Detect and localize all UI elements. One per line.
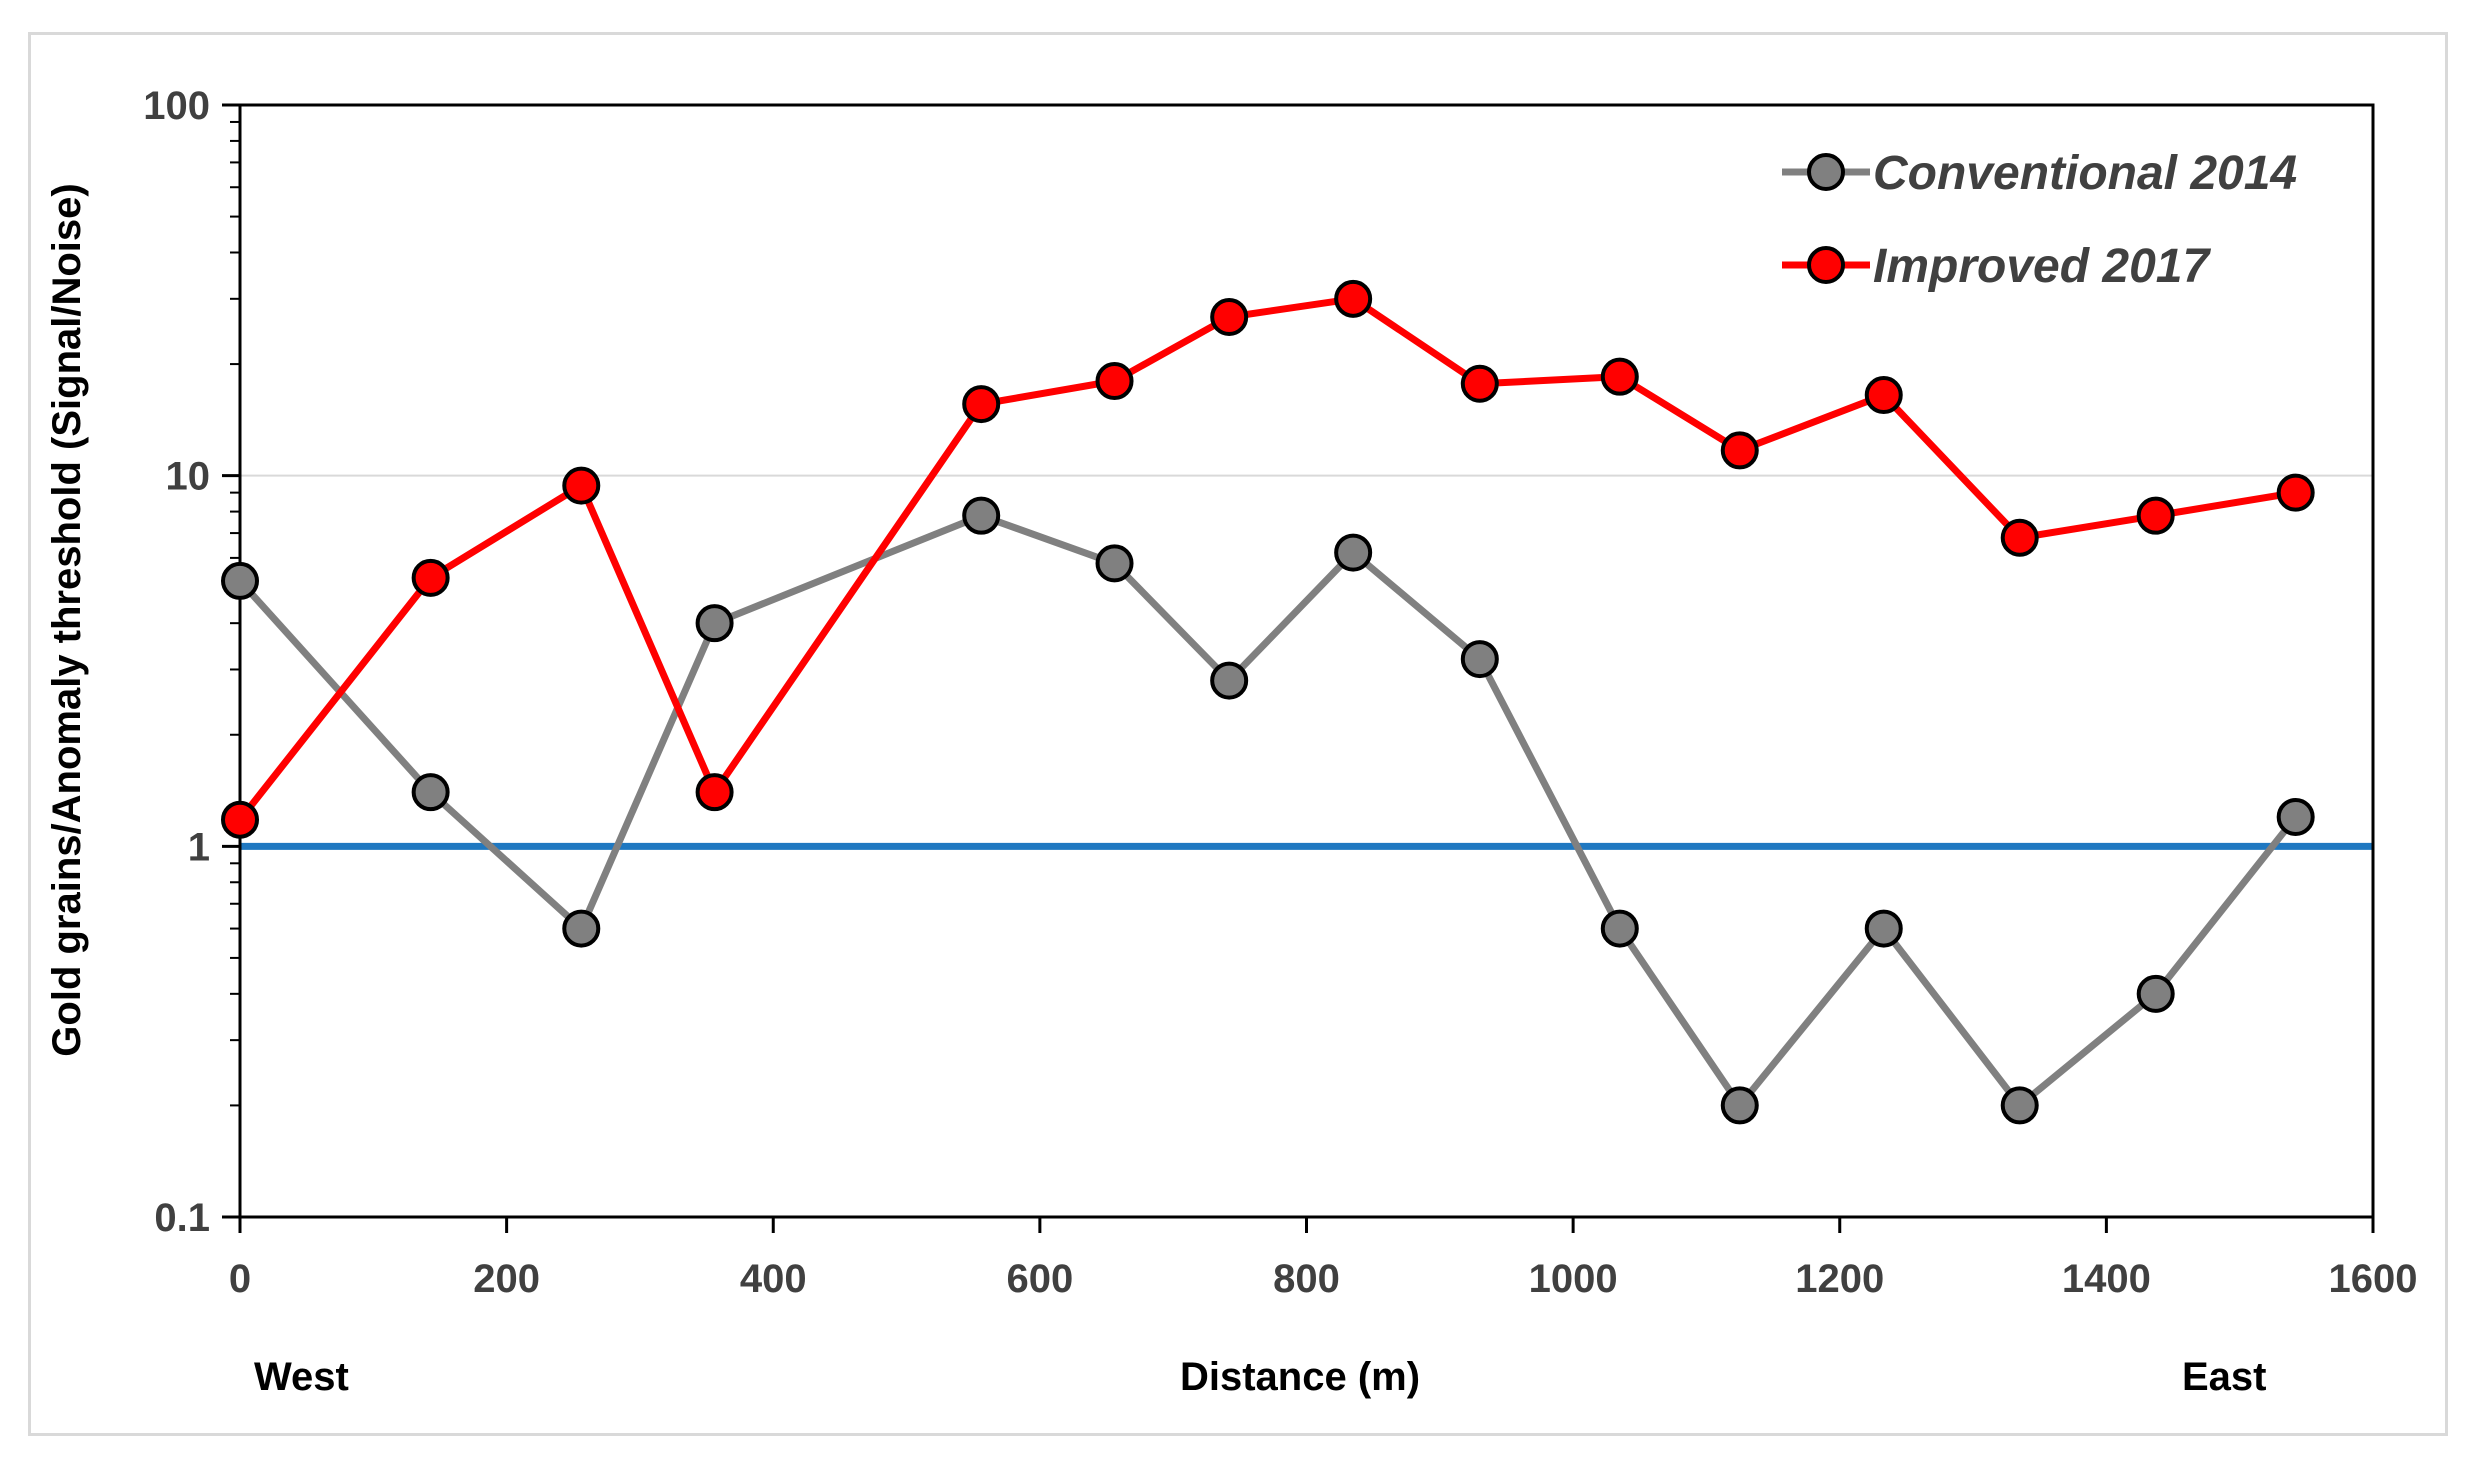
legend: Conventional 2014 Improved 2017	[1782, 147, 2297, 293]
x-tick-label: 1200	[1795, 1257, 1884, 1301]
data-point-conventional-2014	[221, 561, 259, 600]
data-point-conventional-2014	[562, 909, 601, 948]
series-points-conventional-2014	[221, 496, 2315, 1125]
x-tick-label: 200	[473, 1257, 540, 1301]
data-point-improved-2017	[221, 800, 259, 839]
data-point-conventional-2014	[2000, 1086, 2039, 1125]
data-point-conventional-2014	[1460, 640, 1499, 679]
series-improved-2017	[237, 295, 2297, 822]
y-tick-label: 0.1	[154, 1196, 210, 1240]
data-point-conventional-2014	[411, 773, 450, 812]
data-point-improved-2017	[962, 385, 1001, 424]
data-point-improved-2017	[1720, 431, 1759, 470]
data-point-improved-2017	[2136, 496, 2175, 535]
data-point-conventional-2014	[1720, 1086, 1759, 1125]
data-point-conventional-2014	[695, 604, 734, 643]
x-tick-label: 400	[740, 1257, 807, 1301]
y-tick-label: 100	[143, 84, 210, 128]
x-tick-label: 600	[1007, 1257, 1074, 1301]
y-tick-label: 10	[166, 455, 211, 499]
series-conventional-2014	[237, 512, 2299, 1109]
data-point-conventional-2014	[2276, 797, 2315, 836]
data-point-conventional-2014	[1210, 661, 1249, 700]
data-point-conventional-2014	[1095, 544, 1134, 583]
series-points-improved-2017	[221, 279, 2315, 839]
data-point-improved-2017	[2276, 473, 2315, 512]
data-point-improved-2017	[1095, 362, 1134, 401]
x-axis-title: Distance (m)	[1180, 1355, 1420, 1399]
data-point-improved-2017	[1460, 364, 1499, 403]
legend-label-improved: Improved 2017	[1873, 240, 2211, 293]
y-axis-title: Gold grains/Anomaly threshold (Signal/No…	[45, 183, 89, 1056]
data-point-improved-2017	[1864, 376, 1903, 415]
data-point-improved-2017	[2000, 518, 2039, 557]
data-point-improved-2017	[1334, 279, 1373, 318]
legend-entry-conventional: Conventional 2014	[1782, 147, 2297, 200]
data-point-conventional-2014	[1864, 909, 1903, 948]
west-label: West	[254, 1355, 349, 1399]
series-layer	[221, 279, 2315, 1125]
series-line-improved-2017	[237, 295, 2297, 822]
legend-marker-conventional	[1807, 153, 1845, 191]
legend-marker-improved	[1807, 246, 1845, 284]
data-point-conventional-2014	[1600, 909, 1639, 948]
x-tick-label: 0	[229, 1257, 251, 1301]
data-point-improved-2017	[562, 466, 601, 505]
y-tick-label: 1	[188, 825, 210, 869]
x-tick-label: 1600	[2329, 1257, 2418, 1301]
data-point-conventional-2014	[962, 496, 1001, 535]
data-point-improved-2017	[1600, 357, 1639, 396]
x-tick-label: 1000	[1529, 1257, 1618, 1301]
chart-frame	[28, 32, 2448, 1436]
data-point-improved-2017	[695, 773, 734, 812]
data-point-conventional-2014	[1334, 533, 1373, 572]
data-point-improved-2017	[1210, 297, 1249, 336]
x-tick-label: 1400	[2062, 1257, 2151, 1301]
legend-label-conventional: Conventional 2014	[1873, 147, 2297, 200]
x-tick-label: 800	[1273, 1257, 1340, 1301]
data-point-improved-2017	[411, 558, 450, 597]
series-line-conventional-2014	[237, 512, 2299, 1109]
grid-lines	[240, 104, 2373, 848]
east-label: East	[2182, 1355, 2267, 1399]
data-point-conventional-2014	[2136, 974, 2175, 1013]
legend-entry-improved: Improved 2017	[1782, 240, 2211, 293]
